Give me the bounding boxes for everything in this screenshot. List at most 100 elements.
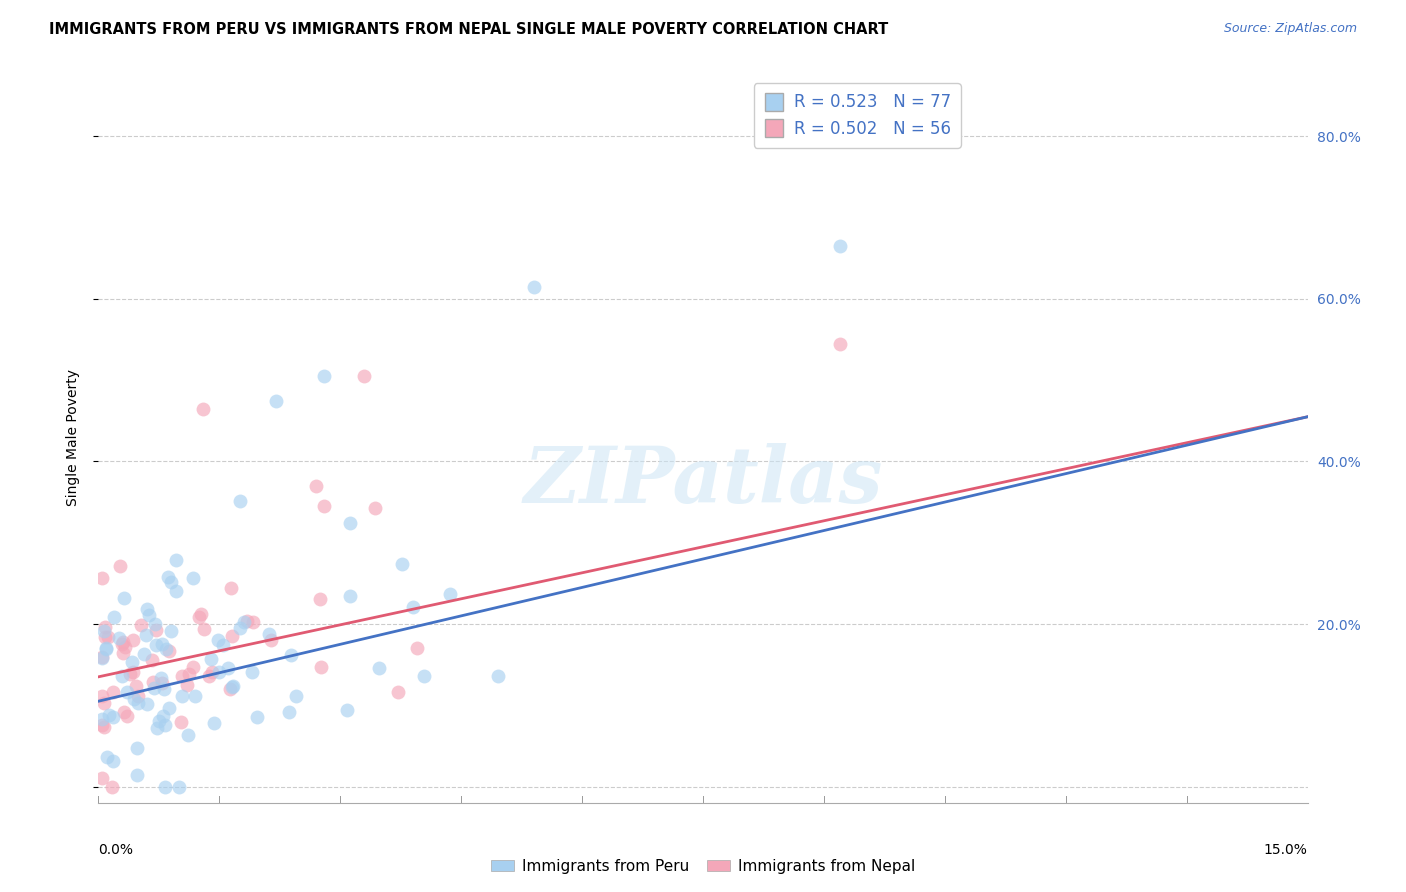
Point [91,651,114,665]
Point [165,553,187,567]
Point [122,691,145,706]
Point [155,642,177,657]
Point [229,621,252,635]
Text: IMMIGRANTS FROM PERU VS IMMIGRANTS FROM NEPAL SINGLE MALE POVERTY CORRELATION CH: IMMIGRANTS FROM PERU VS IMMIGRANTS FROM … [49,22,889,37]
Point [221,629,243,643]
Point [170,668,193,682]
Point [218,681,240,696]
Point [152,682,174,697]
Point [93,696,115,710]
Point [135,628,157,642]
Point [141,653,163,667]
Point [336,703,359,717]
Point [246,710,269,724]
Point [401,599,423,614]
Point [121,655,143,669]
Point [91,690,114,704]
Point [406,641,429,656]
Point [96,640,118,655]
Point [91,712,114,726]
Point [138,608,160,623]
Point [112,646,135,660]
Point [828,336,851,351]
Point [264,393,287,408]
Point [91,771,114,785]
Point [115,685,138,699]
Point [212,638,235,652]
Point [118,667,141,681]
Point [93,624,115,638]
Point [91,718,114,732]
Point [91,650,114,665]
Point [193,623,215,637]
Point [280,648,302,663]
Point [96,750,118,764]
Point [257,627,280,641]
Legend: Immigrants from Peru, Immigrants from Nepal: Immigrants from Peru, Immigrants from Ne… [485,853,921,880]
Point [112,706,135,720]
Point [127,741,149,756]
Point [309,659,332,673]
Point [157,701,180,715]
Point [112,634,135,648]
Point [100,780,122,794]
Point [339,589,361,603]
Point [202,716,225,731]
Point [136,602,159,616]
Point [188,610,211,624]
Legend: R = 0.523   N = 77, R = 0.502   N = 56: R = 0.523 N = 77, R = 0.502 N = 56 [754,83,960,148]
Point [165,584,187,599]
Point [828,239,851,253]
Point [153,780,176,794]
Point [176,678,198,692]
Point [363,501,385,516]
Point [219,581,242,595]
Text: 0.0%: 0.0% [98,843,134,857]
Point [150,671,173,685]
Point [193,401,215,416]
Point [142,674,165,689]
Point [155,718,177,732]
Point [114,640,136,655]
Point [129,617,152,632]
Point [108,558,131,573]
Point [278,705,301,719]
Point [101,709,124,723]
Point [208,665,231,679]
Point [309,592,332,607]
Point [181,660,204,674]
Point [439,587,461,601]
Point [232,615,254,629]
Point [240,665,263,680]
Point [179,667,201,681]
Point [221,680,243,694]
Point [157,643,180,657]
Point [122,633,145,648]
Point [97,708,120,723]
Point [121,665,143,680]
Point [93,630,115,644]
Text: ZIPatlas: ZIPatlas [523,442,883,519]
Point [150,676,173,690]
Point [367,660,389,674]
Point [111,637,134,651]
Point [198,669,221,683]
Point [111,669,134,683]
Point [150,637,173,651]
Point [181,571,204,585]
Point [170,714,193,729]
Point [305,479,328,493]
Point [157,570,180,584]
Point [93,721,115,735]
Point [176,728,198,742]
Point [190,607,212,621]
Point [314,499,336,513]
Point [94,619,117,633]
Point [201,665,224,679]
Point [125,679,148,693]
Point [143,681,166,695]
Point [108,631,131,645]
Point [103,610,125,624]
Point [91,571,114,585]
Point [94,642,117,657]
